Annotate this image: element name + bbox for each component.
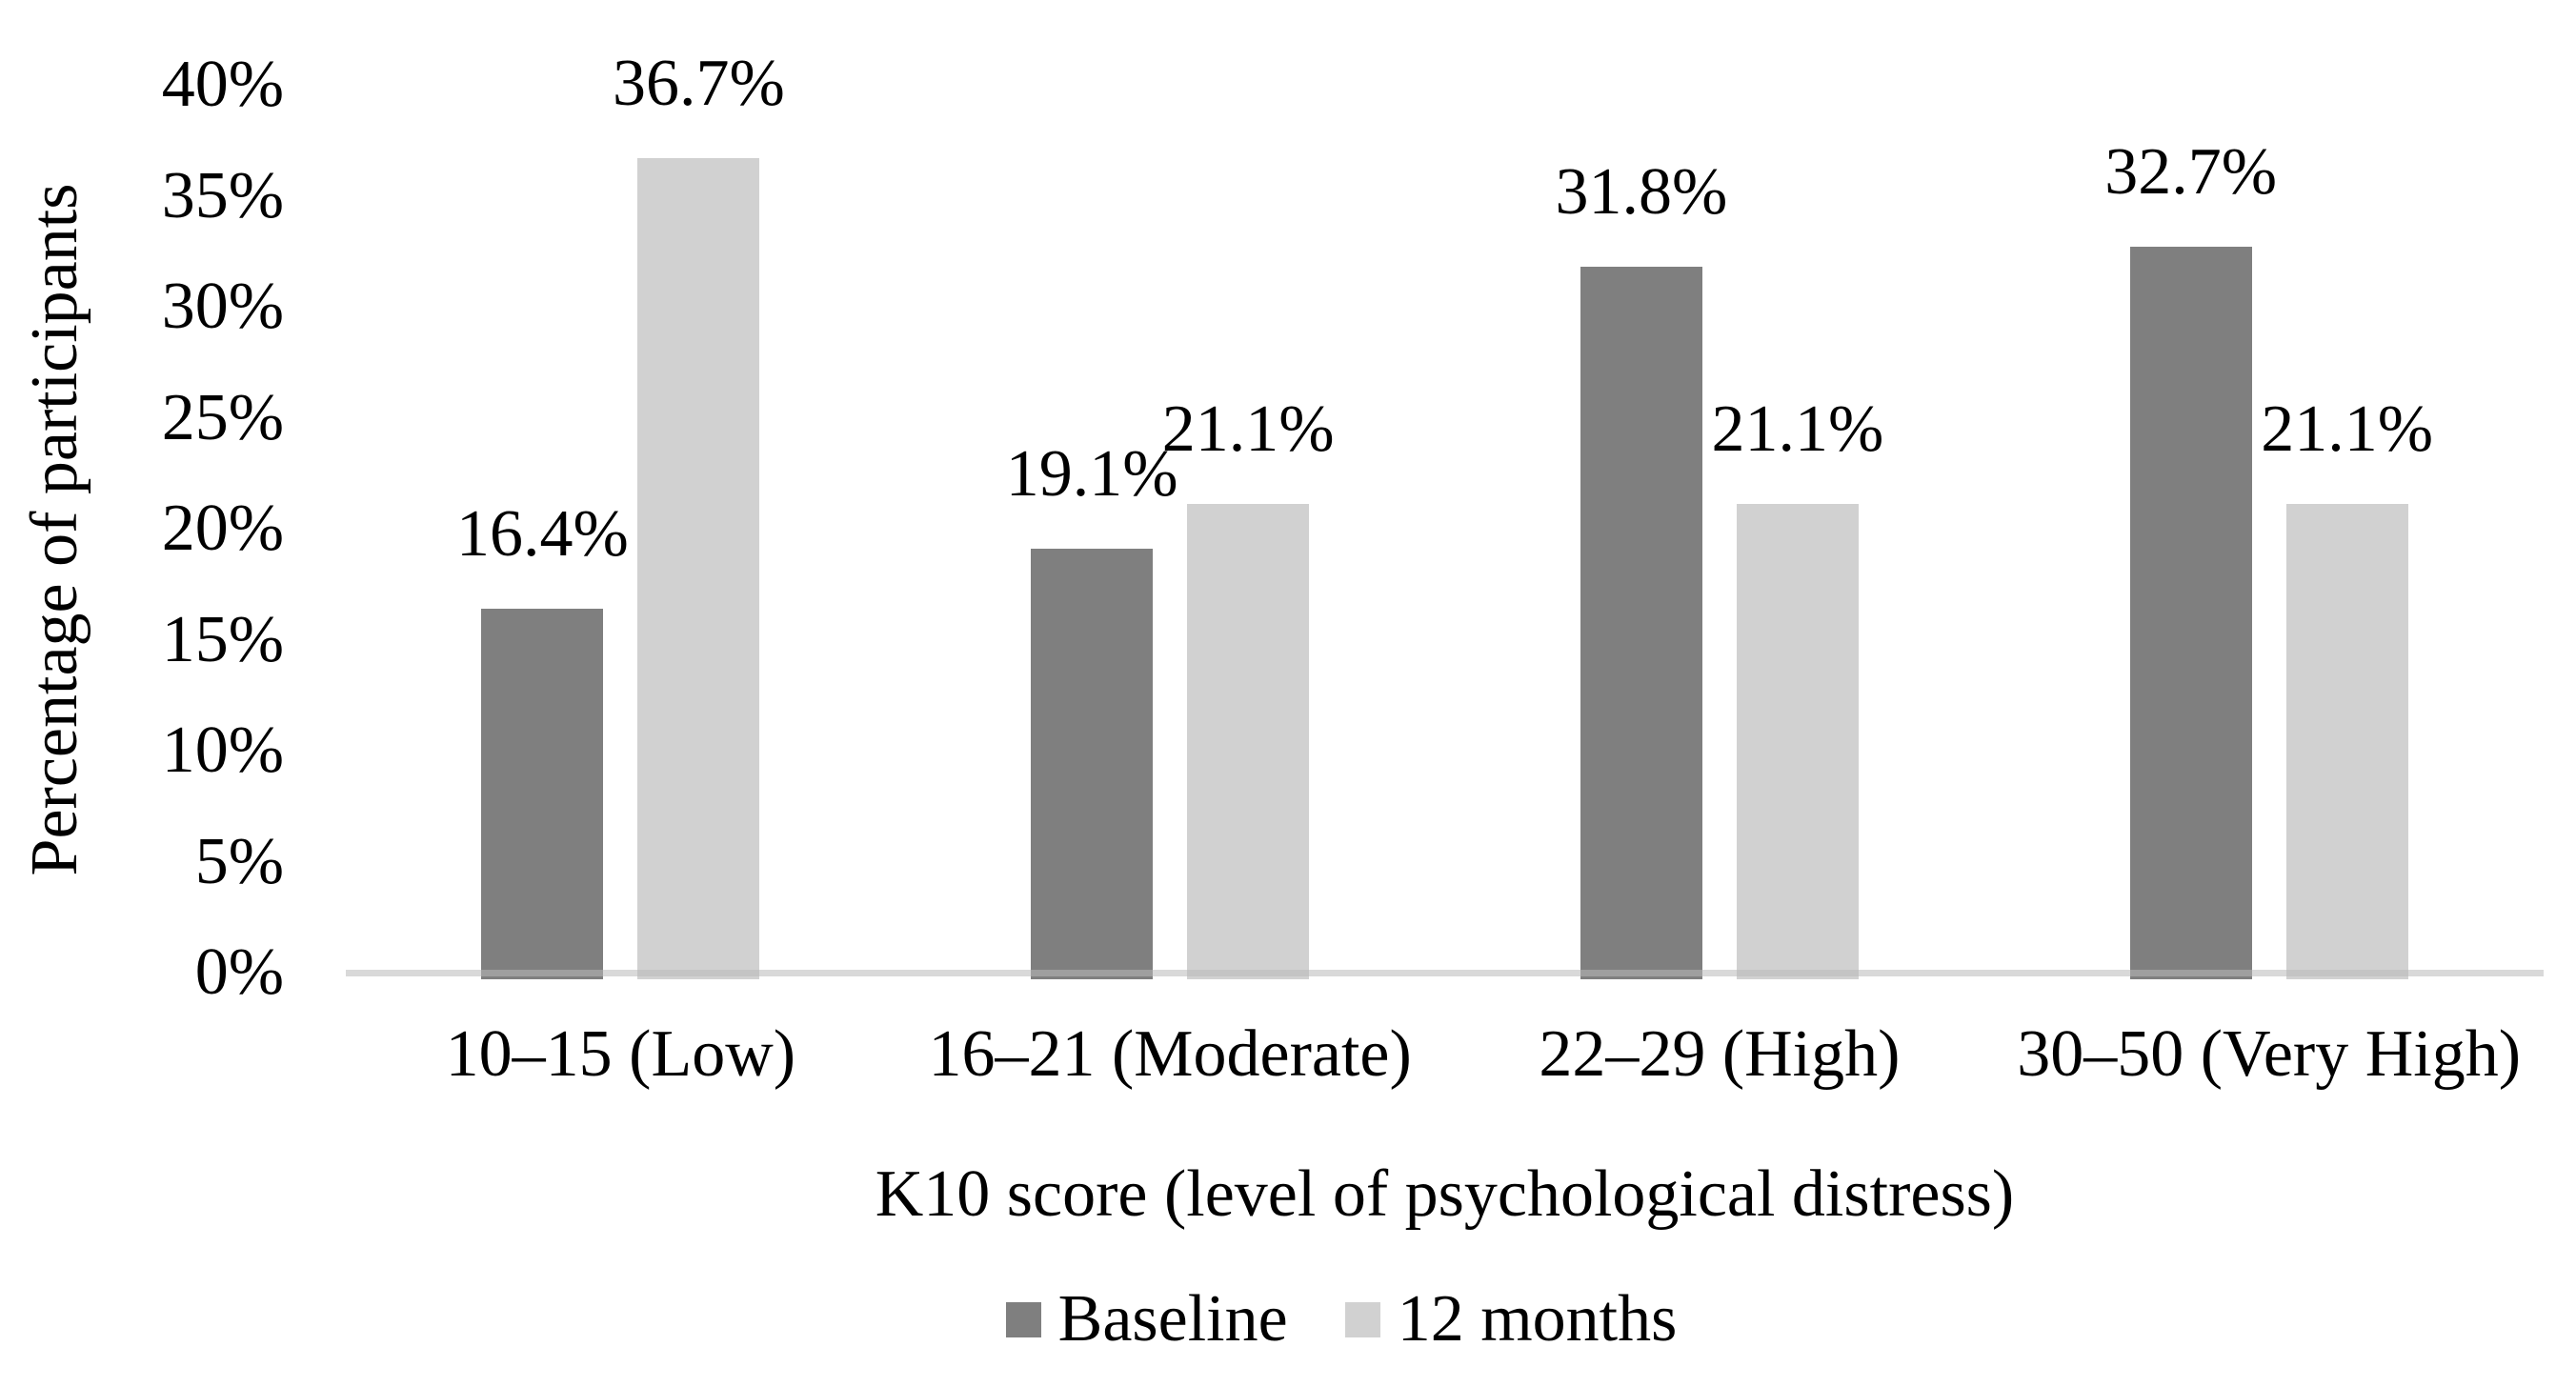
legend: Baseline 12 months <box>53 1279 2576 1359</box>
bar-value-label-12-months-2: 21.1% <box>1711 392 1884 467</box>
bar-12-months-3 <box>2285 504 2408 979</box>
x-category-label-3: 30–50 (Very High) <box>2017 1017 2522 1091</box>
y-tick-label-10: 10% <box>161 714 284 787</box>
x-axis-line <box>346 970 2544 976</box>
y-tick-label-5: 5% <box>194 824 284 898</box>
y-tick-label-35: 35% <box>161 158 284 232</box>
legend-label-12-months: 12 months <box>1397 1282 1678 1356</box>
y-tick-label-15: 15% <box>161 602 284 676</box>
bar-baseline-3 <box>2129 247 2252 979</box>
x-category-label-0: 10–15 (Low) <box>445 1017 796 1091</box>
bar-value-label-baseline-1: 19.1% <box>1005 436 1178 511</box>
x-category-label-1: 16–21 (Moderate) <box>928 1017 1412 1091</box>
legend-entry-12-months: 12 months <box>1344 1279 1678 1359</box>
y-tick-label-0: 0% <box>194 935 284 1009</box>
bar-value-label-baseline-3: 32.7% <box>2104 135 2278 210</box>
legend-swatch-12-months <box>1344 1301 1380 1337</box>
bar-12-months-0 <box>637 157 760 979</box>
x-category-label-2: 22–29 (High) <box>1539 1017 1901 1091</box>
y-tick-label-40: 40% <box>161 48 284 121</box>
bar-12-months-1 <box>1187 504 1310 979</box>
bar-12-months-2 <box>1736 504 1859 979</box>
x-axis-title: K10 score (level of psychological distre… <box>875 1157 2015 1231</box>
bar-baseline-0 <box>481 608 604 979</box>
bar-baseline-1 <box>1031 548 1154 979</box>
y-tick-label-20: 20% <box>161 492 284 565</box>
bar-value-label-12-months-3: 21.1% <box>2261 392 2434 467</box>
bar-baseline-2 <box>1580 267 1702 979</box>
bar-value-label-12-months-0: 36.7% <box>612 46 785 120</box>
legend-label-baseline: Baseline <box>1057 1282 1288 1356</box>
legend-entry-baseline: Baseline <box>1005 1279 1288 1359</box>
bar-value-label-baseline-2: 31.8% <box>1555 155 1728 230</box>
bar-value-label-baseline-0: 16.4% <box>455 496 629 571</box>
y-tick-label-25: 25% <box>161 380 284 454</box>
legend-swatch-baseline <box>1005 1301 1041 1337</box>
y-tick-label-30: 30% <box>161 270 284 343</box>
bar-value-label-12-months-1: 21.1% <box>1161 392 1335 467</box>
